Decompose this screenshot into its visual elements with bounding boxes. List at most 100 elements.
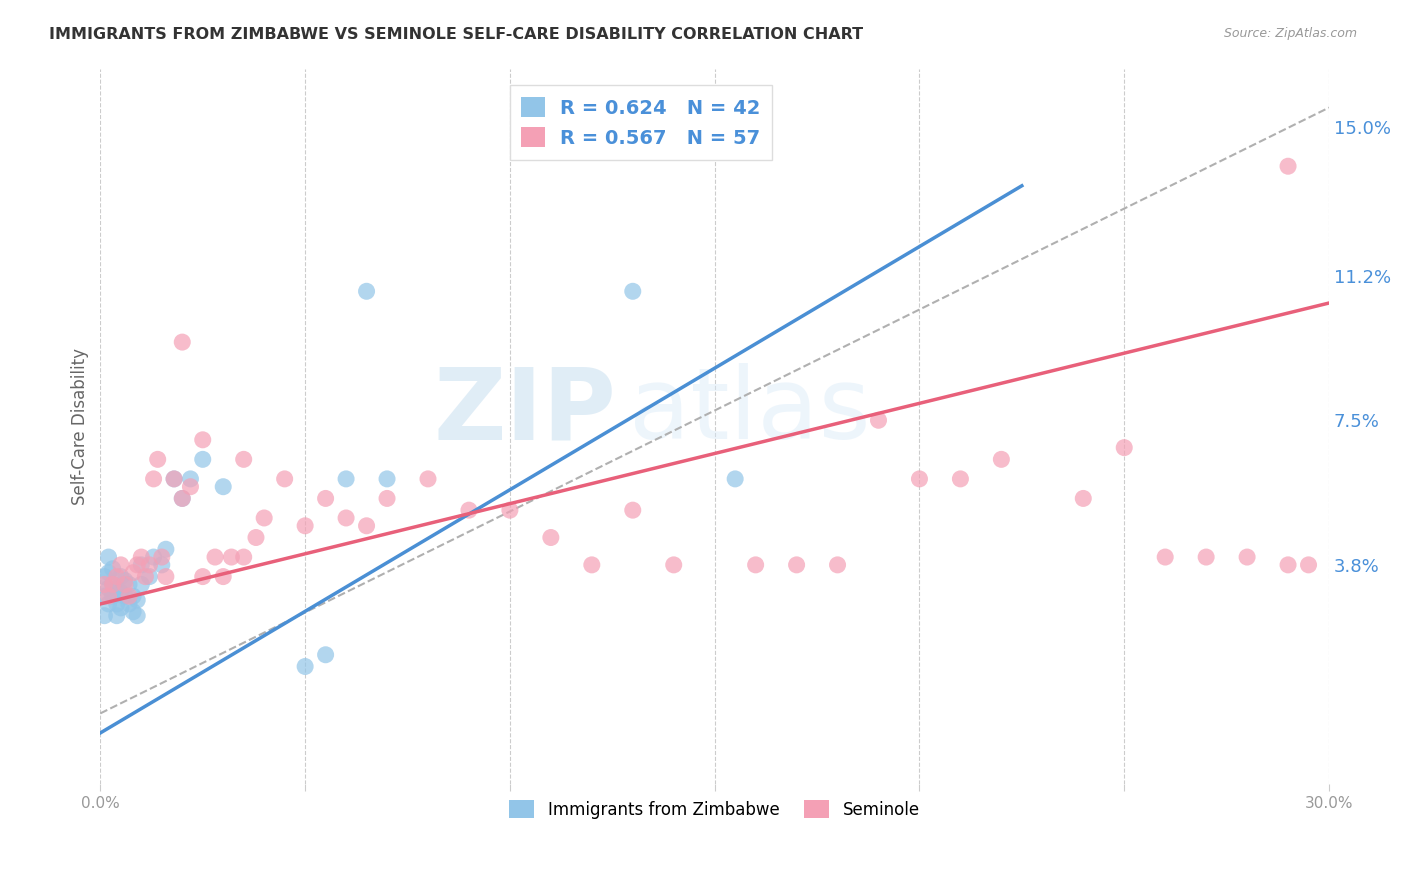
Point [499, 503, 522, 517]
Point [163, 472, 186, 486]
Text: ZIP: ZIP [433, 363, 616, 460]
Point [127, 608, 149, 623]
Point [105, 582, 128, 596]
Point [949, 472, 972, 486]
Point [93, 589, 115, 603]
Point [93, 569, 115, 583]
Point [375, 472, 398, 486]
Point [172, 491, 194, 506]
Point [97, 597, 120, 611]
Point [131, 577, 153, 591]
Point [212, 480, 235, 494]
Point [118, 589, 141, 603]
Point [134, 569, 156, 583]
Point [105, 597, 128, 611]
Point [155, 569, 177, 583]
Point [118, 597, 141, 611]
Point [294, 518, 316, 533]
Point [122, 605, 145, 619]
Text: atlas: atlas [628, 363, 870, 460]
Point [142, 550, 165, 565]
Point [142, 472, 165, 486]
Point [122, 589, 145, 603]
Point [1236, 550, 1258, 565]
Point [1114, 441, 1136, 455]
Point [127, 558, 149, 572]
Point [1154, 550, 1177, 565]
Point [221, 550, 243, 565]
Point [581, 558, 603, 572]
Point [110, 585, 132, 599]
Point [621, 285, 644, 299]
Point [990, 452, 1012, 467]
Point [114, 589, 136, 603]
Point [356, 285, 378, 299]
Point [458, 503, 481, 517]
Point [827, 558, 849, 572]
Point [868, 413, 890, 427]
Point [138, 569, 160, 583]
Point [118, 577, 141, 591]
Point [97, 582, 120, 596]
Point [138, 558, 160, 572]
Point [315, 491, 337, 506]
Legend: Immigrants from Zimbabwe, Seminole: Immigrants from Zimbabwe, Seminole [503, 794, 927, 825]
Point [105, 569, 128, 583]
Point [179, 480, 201, 494]
Point [110, 600, 132, 615]
Point [908, 472, 931, 486]
Y-axis label: Self-Care Disability: Self-Care Disability [72, 348, 89, 505]
Point [1195, 550, 1218, 565]
Point [179, 472, 201, 486]
Point [356, 518, 378, 533]
Point [110, 558, 132, 572]
Point [204, 550, 226, 565]
Point [150, 550, 173, 565]
Point [155, 542, 177, 557]
Point [253, 511, 276, 525]
Point [101, 589, 124, 603]
Point [232, 550, 254, 565]
Point [93, 608, 115, 623]
Point [1298, 558, 1320, 572]
Point [191, 433, 214, 447]
Point [97, 550, 120, 565]
Point [131, 550, 153, 565]
Point [172, 335, 194, 350]
Point [273, 472, 295, 486]
Point [163, 472, 186, 486]
Point [131, 558, 153, 572]
Point [416, 472, 439, 486]
Point [101, 577, 124, 591]
Point [105, 608, 128, 623]
Point [744, 558, 766, 572]
Point [245, 531, 267, 545]
Point [114, 577, 136, 591]
Point [724, 472, 747, 486]
Point [127, 593, 149, 607]
Text: Source: ZipAtlas.com: Source: ZipAtlas.com [1223, 27, 1357, 40]
Point [315, 648, 337, 662]
Point [110, 569, 132, 583]
Point [335, 472, 357, 486]
Point [191, 569, 214, 583]
Point [97, 566, 120, 580]
Point [375, 491, 398, 506]
Point [93, 577, 115, 591]
Point [212, 569, 235, 583]
Point [172, 491, 194, 506]
Point [191, 452, 214, 467]
Point [1277, 558, 1299, 572]
Point [232, 452, 254, 467]
Point [335, 511, 357, 525]
Point [786, 558, 808, 572]
Point [294, 659, 316, 673]
Point [662, 558, 685, 572]
Point [540, 531, 562, 545]
Point [1277, 159, 1299, 173]
Point [122, 566, 145, 580]
Text: IMMIGRANTS FROM ZIMBABWE VS SEMINOLE SELF-CARE DISABILITY CORRELATION CHART: IMMIGRANTS FROM ZIMBABWE VS SEMINOLE SEL… [49, 27, 863, 42]
Point [1071, 491, 1094, 506]
Point [114, 574, 136, 588]
Point [150, 558, 173, 572]
